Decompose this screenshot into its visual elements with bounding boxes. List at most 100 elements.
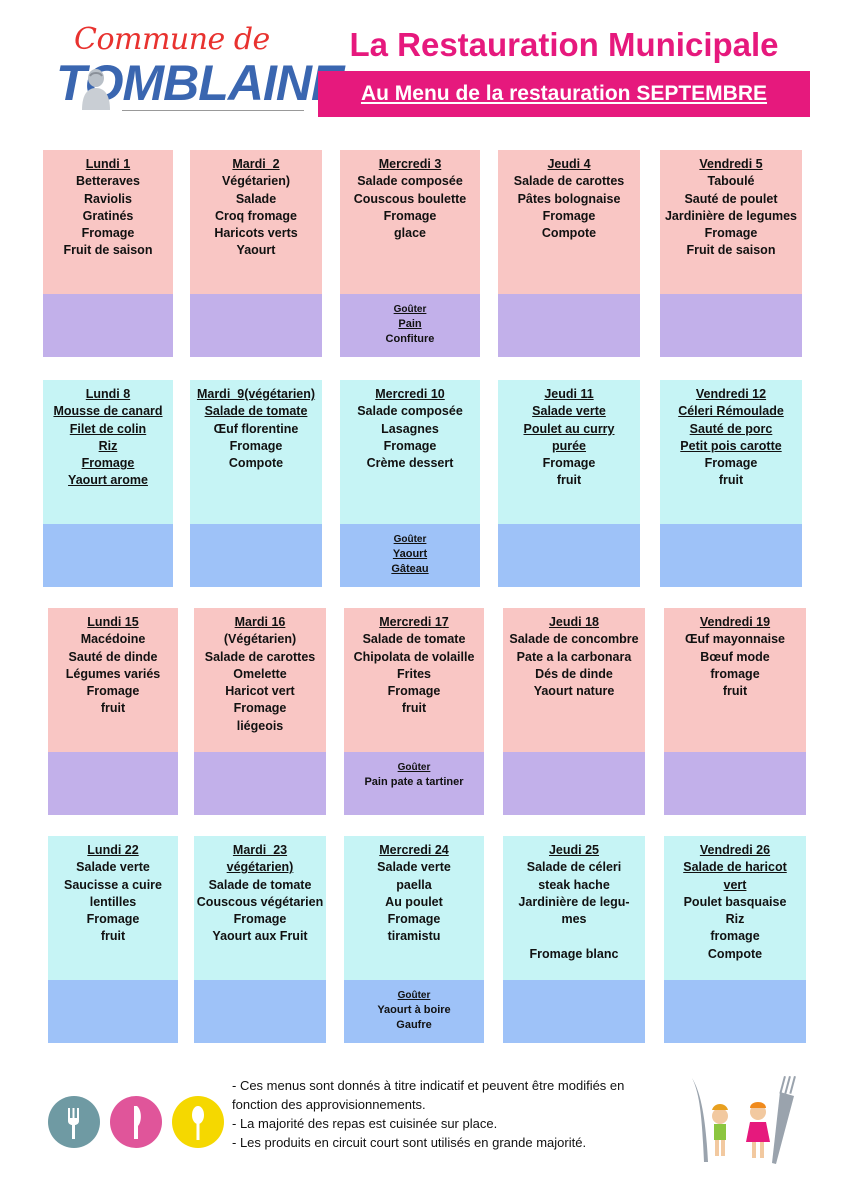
- gouter-heading: Goûter: [393, 534, 427, 545]
- empty-gouter-box: [498, 524, 640, 587]
- menu-dish: Salade de haricot: [683, 860, 787, 875]
- menu-dish: Compote: [541, 226, 597, 241]
- gouter-item: Yaourt à boire: [377, 1004, 451, 1016]
- menu-dish: Salade de carottes: [204, 649, 316, 664]
- day-heading: Jeudi 4: [547, 157, 591, 171]
- menu-dish: fromage: [710, 929, 760, 944]
- menu-dish: Salade de céleri: [526, 860, 622, 875]
- menu-day-thursday: Jeudi 4 Salade de carottes Pâtes bolognais…: [498, 150, 640, 294]
- menu-dish: Pâtes bolognaise: [517, 191, 621, 206]
- menu-dish: Fromage blanc: [529, 946, 619, 961]
- menu-day-thursday: Jeudi 18 Salade de concombre Pate a la car…: [503, 608, 645, 752]
- menu-day-monday: Lundi 8 Mousse de canard Filet de colin Riz…: [43, 380, 173, 524]
- day-heading: Lundi 15: [87, 615, 139, 629]
- day-heading: Mardi 9(végétarien): [196, 387, 316, 401]
- gouter-item: Gâteau: [391, 563, 429, 575]
- menu-dish: Raviolis: [84, 191, 132, 206]
- menu-dish: Au poulet: [385, 894, 443, 909]
- day-heading: Mercredi 24: [379, 843, 449, 857]
- empty-gouter-box: [660, 294, 802, 357]
- menu-dish: Jardinière de legumes: [664, 208, 797, 223]
- menu-dish: tiramistu: [387, 929, 441, 944]
- menu-dish: steak hache: [538, 877, 610, 892]
- empty-gouter-box: [194, 752, 326, 815]
- menu-dish: fruit: [718, 473, 744, 488]
- menu-dish: Bœuf mode: [700, 649, 770, 664]
- menu-dish: Fromage: [383, 438, 437, 453]
- menu-dish: Poulet au curry: [523, 421, 615, 436]
- empty-gouter-box: [498, 294, 640, 357]
- empty-gouter-box: [660, 524, 802, 587]
- menu-dish: Dés de dinde: [535, 666, 613, 681]
- menu-dish: Fromage: [704, 226, 758, 241]
- menu-day-tuesday: Mardi 23 végétarien) Salade de tomate Cousc…: [194, 836, 326, 980]
- day-heading: Jeudi 18: [548, 615, 600, 629]
- menu-dish: Riz: [98, 438, 118, 453]
- day-heading: Jeudi 25: [548, 843, 600, 857]
- menu-dish: fruit: [100, 929, 126, 944]
- menu-dish: Fromage: [86, 684, 140, 699]
- menu-dish: Fromage: [81, 456, 135, 471]
- menu-dish: Betteraves: [76, 174, 140, 189]
- note-line: - Ces menus sont donnés à titre indicati…: [232, 1078, 625, 1093]
- menu-day-friday: Vendredi 5 Taboulé Sauté de poulet Jardiniè…: [660, 150, 802, 294]
- menu-dish: Fromage: [387, 684, 441, 699]
- menu-dish: Macédoine: [80, 632, 146, 647]
- empty-gouter-box: [43, 524, 173, 587]
- menu-dish: Omelette: [233, 666, 287, 681]
- menu-dish: Fromage: [542, 456, 596, 471]
- menu-dish: végétarien): [226, 860, 294, 875]
- day-heading: Lundi 22: [87, 843, 139, 857]
- empty-gouter-box: [664, 980, 806, 1043]
- day-heading: Vendredi 5: [699, 157, 763, 171]
- day-heading: Lundi 8: [85, 387, 131, 401]
- note-line: - La majorité des repas est cuisinée sur…: [232, 1116, 498, 1131]
- menu-day-thursday: Jeudi 11 Salade verte Poulet au curry purée…: [498, 380, 640, 524]
- menu-dish: vert: [723, 877, 747, 892]
- children-cutlery-illustration: [692, 1076, 796, 1164]
- menu-dish: lentilles: [89, 894, 137, 909]
- day-heading: Mardi 16: [234, 615, 286, 629]
- menu-dish: Fromage: [704, 456, 758, 471]
- menu-day-monday: Lundi 22 Salade verte Saucisse a cuire lent…: [48, 836, 178, 980]
- menu-dish: Salade de carottes: [513, 174, 625, 189]
- menu-dish: Fromage: [86, 912, 140, 927]
- menu-dish: Jardinière de legu-: [518, 894, 630, 909]
- menu-dish: Croq fromage: [215, 208, 297, 223]
- menu-dish: Yaourt: [236, 243, 276, 258]
- menu-dish: Yaourt nature: [533, 684, 615, 699]
- menu-day-monday: Lundi 1 Betteraves Raviolis Gratinés Fromage…: [43, 150, 173, 294]
- menu-dish: Saucisse a cuire: [64, 877, 162, 892]
- menu-dish: Salade verte: [76, 860, 150, 875]
- menu-dish: Couscous végétarien: [196, 894, 324, 909]
- day-heading: Jeudi 11: [544, 387, 594, 401]
- gouter-box: Goûter Yaourt à boire Gaufre: [344, 980, 484, 1043]
- menu-dish: Poulet basquaise: [683, 894, 787, 909]
- month-banner-text: Au Menu de la restauration SEPTEMBRE: [360, 82, 768, 105]
- menu-dish: glace: [394, 226, 426, 241]
- menu-dish: Riz: [725, 912, 745, 927]
- menu-day-tuesday: Mardi 2 Végétarien) Salade Croq fromage Hari…: [190, 150, 322, 294]
- menu-dish: Frites: [396, 666, 432, 681]
- menu-dish: mes: [561, 912, 587, 927]
- empty-gouter-box: [190, 524, 322, 587]
- menu-dish: Chipolata de volaille: [353, 649, 475, 664]
- gouter-item: Yaourt: [392, 548, 428, 560]
- menu-dish: Taboulé: [707, 174, 755, 189]
- menu-dish: Salade verte: [377, 860, 451, 875]
- menu-day-wednesday: Mercredi 17 Salade de tomate Chipolata de …: [344, 608, 484, 752]
- gouter-item: Pain: [398, 318, 422, 330]
- month-banner: Au Menu de la restauration SEPTEMBRE: [318, 71, 810, 117]
- statue-bust-icon: [82, 69, 110, 110]
- gouter-box: Goûter Pain pate a tartiner: [344, 752, 484, 815]
- menu-day-wednesday: Mercredi 10 Salade composée Lasagnes Fromag…: [340, 380, 480, 524]
- commune-logo: Commune de TOMBLAINE: [52, 22, 344, 112]
- menu-day-tuesday: Mardi 16 (Végétarien) Salade de carottes Om…: [194, 608, 326, 752]
- gouter-item: Confiture: [385, 333, 435, 345]
- empty-gouter-box: [48, 980, 178, 1043]
- menu-dish: Salade de tomate: [362, 632, 466, 647]
- menu-dish: Sauté de porc: [689, 421, 773, 436]
- menu-dish: Yaourt aux Fruit: [212, 929, 308, 944]
- menu-day-wednesday: Mercredi 3 Salade composée Couscous boulet…: [340, 150, 480, 294]
- note-line: - Les produits en circuit court sont uti…: [232, 1135, 587, 1150]
